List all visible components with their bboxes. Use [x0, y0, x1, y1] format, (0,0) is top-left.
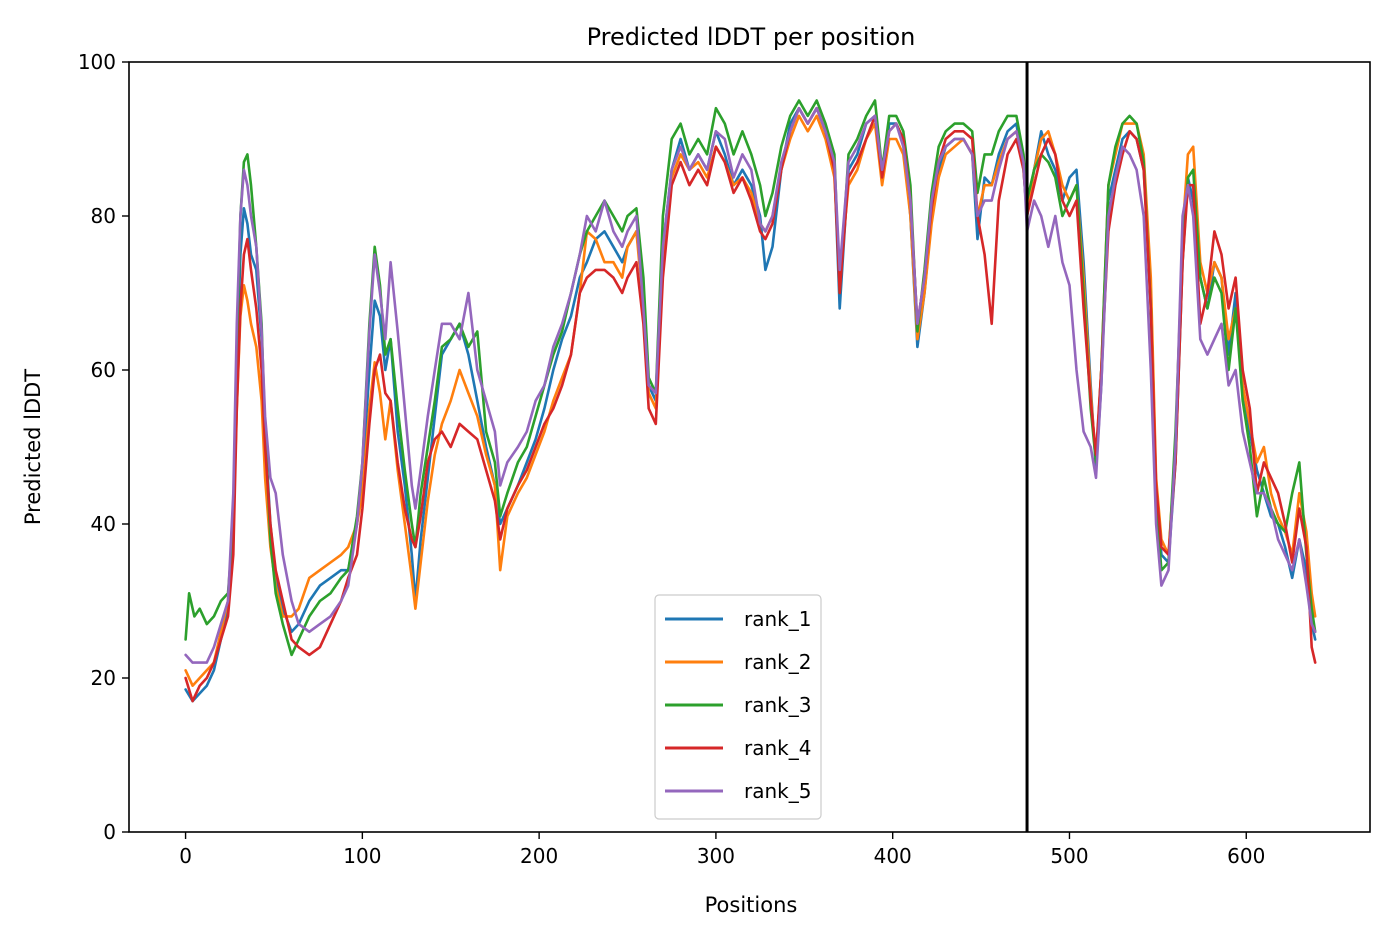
plot-area	[184, 99, 1317, 703]
x-tick-label: 600	[1227, 844, 1265, 868]
x-axis-label: Positions	[705, 893, 798, 917]
chart-title: Predicted lDDT per position	[587, 23, 916, 51]
y-tick-label: 60	[91, 358, 116, 382]
y-axis: 0 20 40 60 80 100	[78, 50, 129, 844]
legend-label-rank_2: rank_2	[744, 650, 811, 674]
series-line-rank_4	[184, 106, 1317, 703]
legend-box	[654, 594, 822, 820]
x-tick-label: 0	[179, 844, 192, 868]
x-tick-label: 500	[1050, 844, 1088, 868]
series-line-rank_5	[184, 106, 1317, 664]
legend: rank_1 rank_2 rank_3 rank_4 rank_5	[654, 594, 822, 820]
y-tick-label: 80	[91, 204, 116, 228]
legend-label-rank_1: rank_1	[744, 607, 811, 631]
y-tick-label: 20	[91, 666, 116, 690]
y-axis-label: Predicted lDDT	[21, 369, 45, 525]
x-tick-label: 300	[697, 844, 735, 868]
x-axis: 0 100 200 300 400 500 600	[179, 832, 1265, 868]
legend-label-rank_3: rank_3	[744, 693, 811, 717]
legend-label-rank_5: rank_5	[744, 779, 811, 803]
y-tick-label: 40	[91, 512, 116, 536]
y-tick-label: 100	[78, 50, 116, 74]
plot-frame	[128, 61, 1371, 833]
y-tick-label: 0	[103, 820, 116, 844]
legend-label-rank_4: rank_4	[744, 736, 811, 760]
x-tick-label: 100	[343, 844, 381, 868]
x-tick-label: 400	[874, 844, 912, 868]
x-tick-label: 200	[520, 844, 558, 868]
series-line-rank_3	[184, 99, 1317, 657]
